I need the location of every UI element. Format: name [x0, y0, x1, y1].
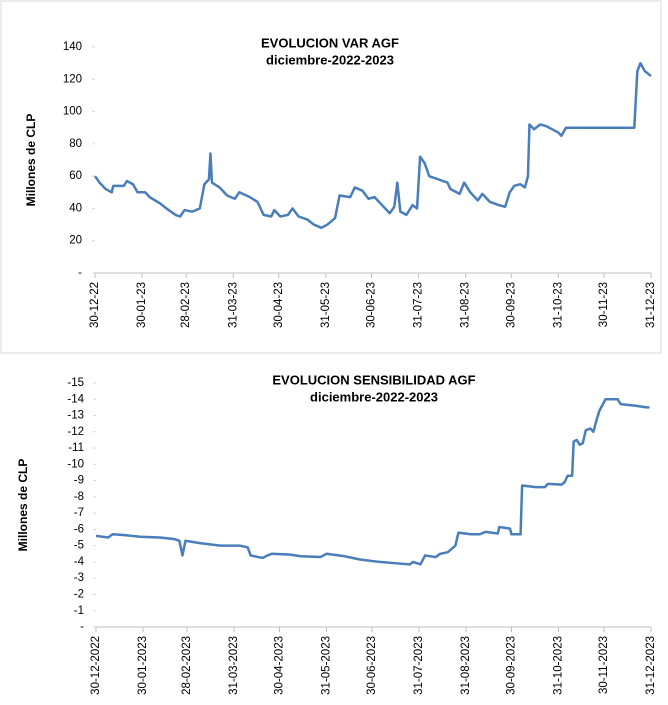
y-tick-label: -14 — [67, 393, 84, 405]
chart-subtitle: diciembre-2022-2023 — [310, 389, 438, 404]
y-tick-label: -10 — [67, 458, 84, 470]
chart-frame — [0, 0, 662, 354]
chart-title: EVOLUCION VAR AGF — [261, 35, 399, 50]
y-tick-label: -11 — [68, 442, 84, 454]
chart-title: EVOLUCION SENSIBILIDAD AGF — [272, 372, 475, 387]
y-tick-label: 40 — [69, 202, 82, 214]
x-tick-label: 31-07-23 — [413, 282, 425, 328]
y-tick-label: 100 — [63, 106, 82, 118]
y-axis-label: Millones de CLP — [16, 459, 30, 552]
y-tick-label: 80 — [69, 138, 82, 150]
y-tick-label: -4 — [74, 556, 85, 568]
y-tick-label: -12 — [67, 426, 84, 438]
x-tick-label: 30-06-2023 — [366, 636, 378, 695]
y-tick-label: -8 — [74, 491, 84, 503]
y-tick-label: 20 — [69, 235, 82, 247]
y-tick-label: -5 — [74, 540, 84, 552]
x-tick-label: 30-04-23 — [273, 282, 285, 328]
y-tick-label: -9 — [74, 475, 84, 487]
x-tick-label: 31-07-2023 — [413, 636, 425, 695]
chart-subtitle: diciembre-2022-2023 — [266, 52, 394, 67]
y-tick-label: -3 — [74, 572, 84, 584]
x-tick-label: 30-01-2023 — [137, 636, 149, 695]
y-tick-label: - — [80, 621, 84, 633]
x-tick-label: 30-01-23 — [136, 282, 148, 328]
x-tick-label: 30-09-23 — [505, 282, 517, 328]
x-tick-label: 31-10-23 — [552, 282, 564, 328]
x-tick-label: 31-03-23 — [227, 282, 239, 328]
x-tick-label: 28-02-2023 — [181, 636, 193, 695]
x-tick-label: 31-12-2023 — [645, 636, 657, 695]
x-tick-label: 30-12-2022 — [90, 636, 102, 695]
x-tick-label: 30-04-2023 — [274, 636, 286, 695]
x-tick-label: 31-05-23 — [320, 282, 332, 328]
y-tick-label: -2 — [74, 588, 84, 600]
y-tick-label: -7 — [74, 507, 84, 519]
y-tick-label: -15 — [67, 377, 84, 389]
x-tick-label: 31-10-2023 — [553, 636, 565, 695]
y-tick-label: 140 — [63, 41, 82, 53]
x-tick-label: 30-11-23 — [598, 282, 610, 327]
y-tick-label: -13 — [67, 410, 84, 422]
y-tick-label: -1 — [74, 605, 84, 617]
x-tick-label: 31-05-2023 — [321, 636, 333, 695]
x-tick-label: 30-06-23 — [366, 282, 378, 328]
x-tick-label: 31-03-2023 — [228, 636, 240, 695]
data-line — [93, 61, 652, 230]
y-tick-label: 60 — [69, 170, 82, 182]
y-tick-label: -6 — [74, 523, 84, 535]
x-tick-label: 30-12-22 — [89, 282, 101, 328]
x-tick-label: 30-09-2023 — [506, 636, 518, 695]
y-tick-label: - — [78, 267, 82, 279]
x-tick-label: 31-08-23 — [460, 282, 472, 328]
y-tick-label: 120 — [63, 73, 82, 85]
x-tick-label: 28-02-23 — [180, 282, 192, 328]
data-line — [95, 398, 650, 566]
x-tick-label: 31-12-23 — [645, 282, 657, 328]
x-tick-label: 30-11-2023 — [598, 636, 610, 694]
x-tick-label: 31-08-2023 — [460, 636, 472, 695]
y-axis-label: Millones de CLP — [24, 114, 38, 207]
